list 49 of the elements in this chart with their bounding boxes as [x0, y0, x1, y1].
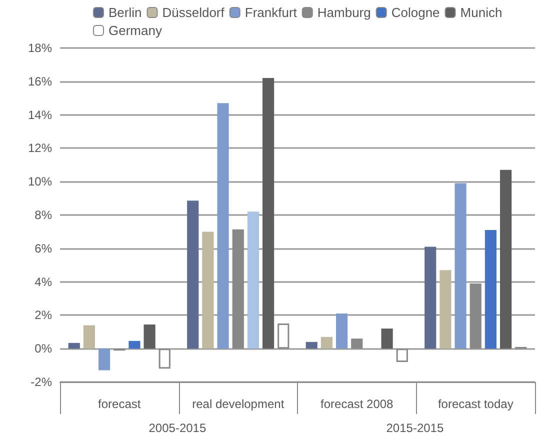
y-tick-label: 16% — [28, 74, 52, 88]
legend-label: Frankfurt — [244, 5, 298, 20]
bar — [500, 170, 512, 349]
bar — [484, 230, 497, 349]
bar — [396, 348, 408, 362]
y-tick-label: 14% — [28, 108, 52, 122]
bar — [440, 270, 452, 349]
legend-label: Hamburg — [317, 5, 371, 20]
y-tick-label: 6% — [34, 241, 52, 256]
y-tick-label: 8% — [34, 208, 52, 222]
bar — [306, 342, 318, 349]
y-tick-label: 12% — [28, 141, 52, 156]
legend-label: Germany — [108, 23, 162, 38]
text: 2015-2015 — [386, 421, 444, 435]
x-tick-label: forecast — [98, 397, 142, 411]
bar — [470, 283, 482, 349]
bar — [158, 348, 170, 369]
bar — [202, 232, 214, 349]
x-tick-label: forecast today — [438, 397, 514, 411]
y-tick-label: 18% — [28, 41, 52, 55]
bar — [68, 342, 80, 349]
x-tick-label: real development — [192, 397, 285, 411]
bar — [424, 246, 436, 349]
legend-label: Düsseldorf — [162, 5, 225, 20]
bar — [454, 183, 466, 349]
bar — [351, 338, 363, 349]
bar — [128, 340, 140, 349]
bar — [381, 328, 393, 349]
legend-label: Munich — [460, 5, 502, 20]
bar — [278, 324, 290, 349]
bar — [232, 229, 244, 349]
y-tick-label: 0% — [34, 342, 52, 356]
y-tick-label: 4% — [34, 274, 52, 289]
bar — [320, 336, 333, 349]
text: 2005-2015 — [148, 421, 206, 435]
y-tick-label: 10% — [28, 174, 52, 189]
bar — [336, 314, 348, 349]
bar — [98, 348, 110, 370]
bar — [247, 212, 260, 349]
bar — [144, 324, 156, 349]
bar — [262, 78, 274, 349]
legend-label: Cologne — [391, 5, 440, 20]
legend-label: Berlin — [108, 5, 142, 20]
y-tick-label: -2% — [30, 375, 52, 389]
y-tick-label: 2% — [34, 308, 52, 322]
bar — [83, 325, 96, 349]
x-tick-label: forecast 2008 — [320, 397, 394, 411]
bar — [187, 200, 199, 349]
bar — [217, 103, 229, 349]
